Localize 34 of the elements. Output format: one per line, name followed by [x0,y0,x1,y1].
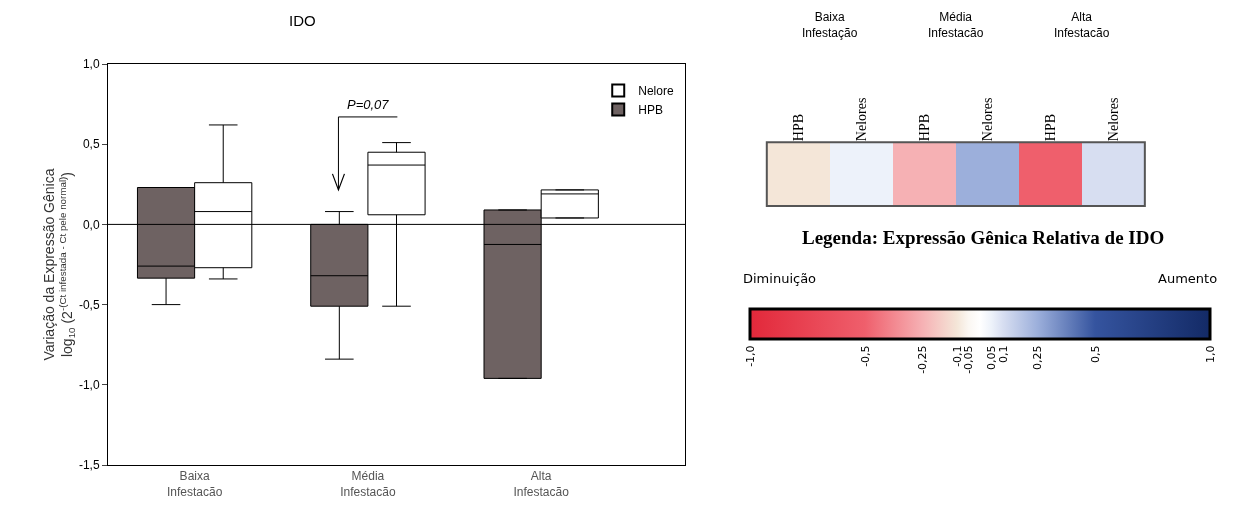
color-bar-label: -0,25 [916,345,930,374]
x-tick-label: Nelores [979,97,995,142]
text: Aumento [1158,271,1218,286]
text: Baixa Infestação [802,10,858,40]
color-bar-label: 1,0 [1203,345,1217,363]
chart-title: IDO [289,11,316,29]
x-tick-label: HPB [916,113,932,142]
y-tick-label: -1,5 [78,458,100,473]
color-bar-label: 0,5 [1088,345,1102,363]
x-tick-label: Baixa Infestacão [166,469,223,499]
x-tick-label: HPB [790,113,806,142]
y-tick-label: 0,0 [82,217,100,232]
legend-label: Nelore [638,84,674,99]
text: Alta Infestacão [1054,10,1110,40]
color-bar-label: -0,1 [950,345,964,367]
color-bar-label: 0,25 [1031,345,1045,370]
text: Média Infestacão [928,10,984,40]
color-bar-label: 0,05 [985,345,999,370]
y-tick-label: -0,5 [78,297,100,312]
y-tick-label: -1,0 [78,378,100,392]
color-bar-label: -0,05 [962,345,976,374]
x-tick-label: HPB [1042,113,1058,142]
color-bar-title: Legenda: Expressão Gênica Relativa de IDO [802,227,1165,248]
y-tick-label: 0,5 [82,137,100,152]
text: Diminuição [743,271,817,286]
x-tick-label: Média Infestacão [340,469,396,499]
annotation: P=0,07 [347,97,390,112]
color-bar-label: -0,5 [858,345,872,367]
color-bar-label: -1,0 [743,345,757,367]
x-tick-label: Alta Infestacão [513,469,570,499]
y-tick-label: 1,0 [82,57,100,72]
color-bar-label: 0,1 [996,345,1010,363]
x-tick-label: Nelores [853,97,869,142]
x-tick-label: Nelores [1105,97,1121,142]
